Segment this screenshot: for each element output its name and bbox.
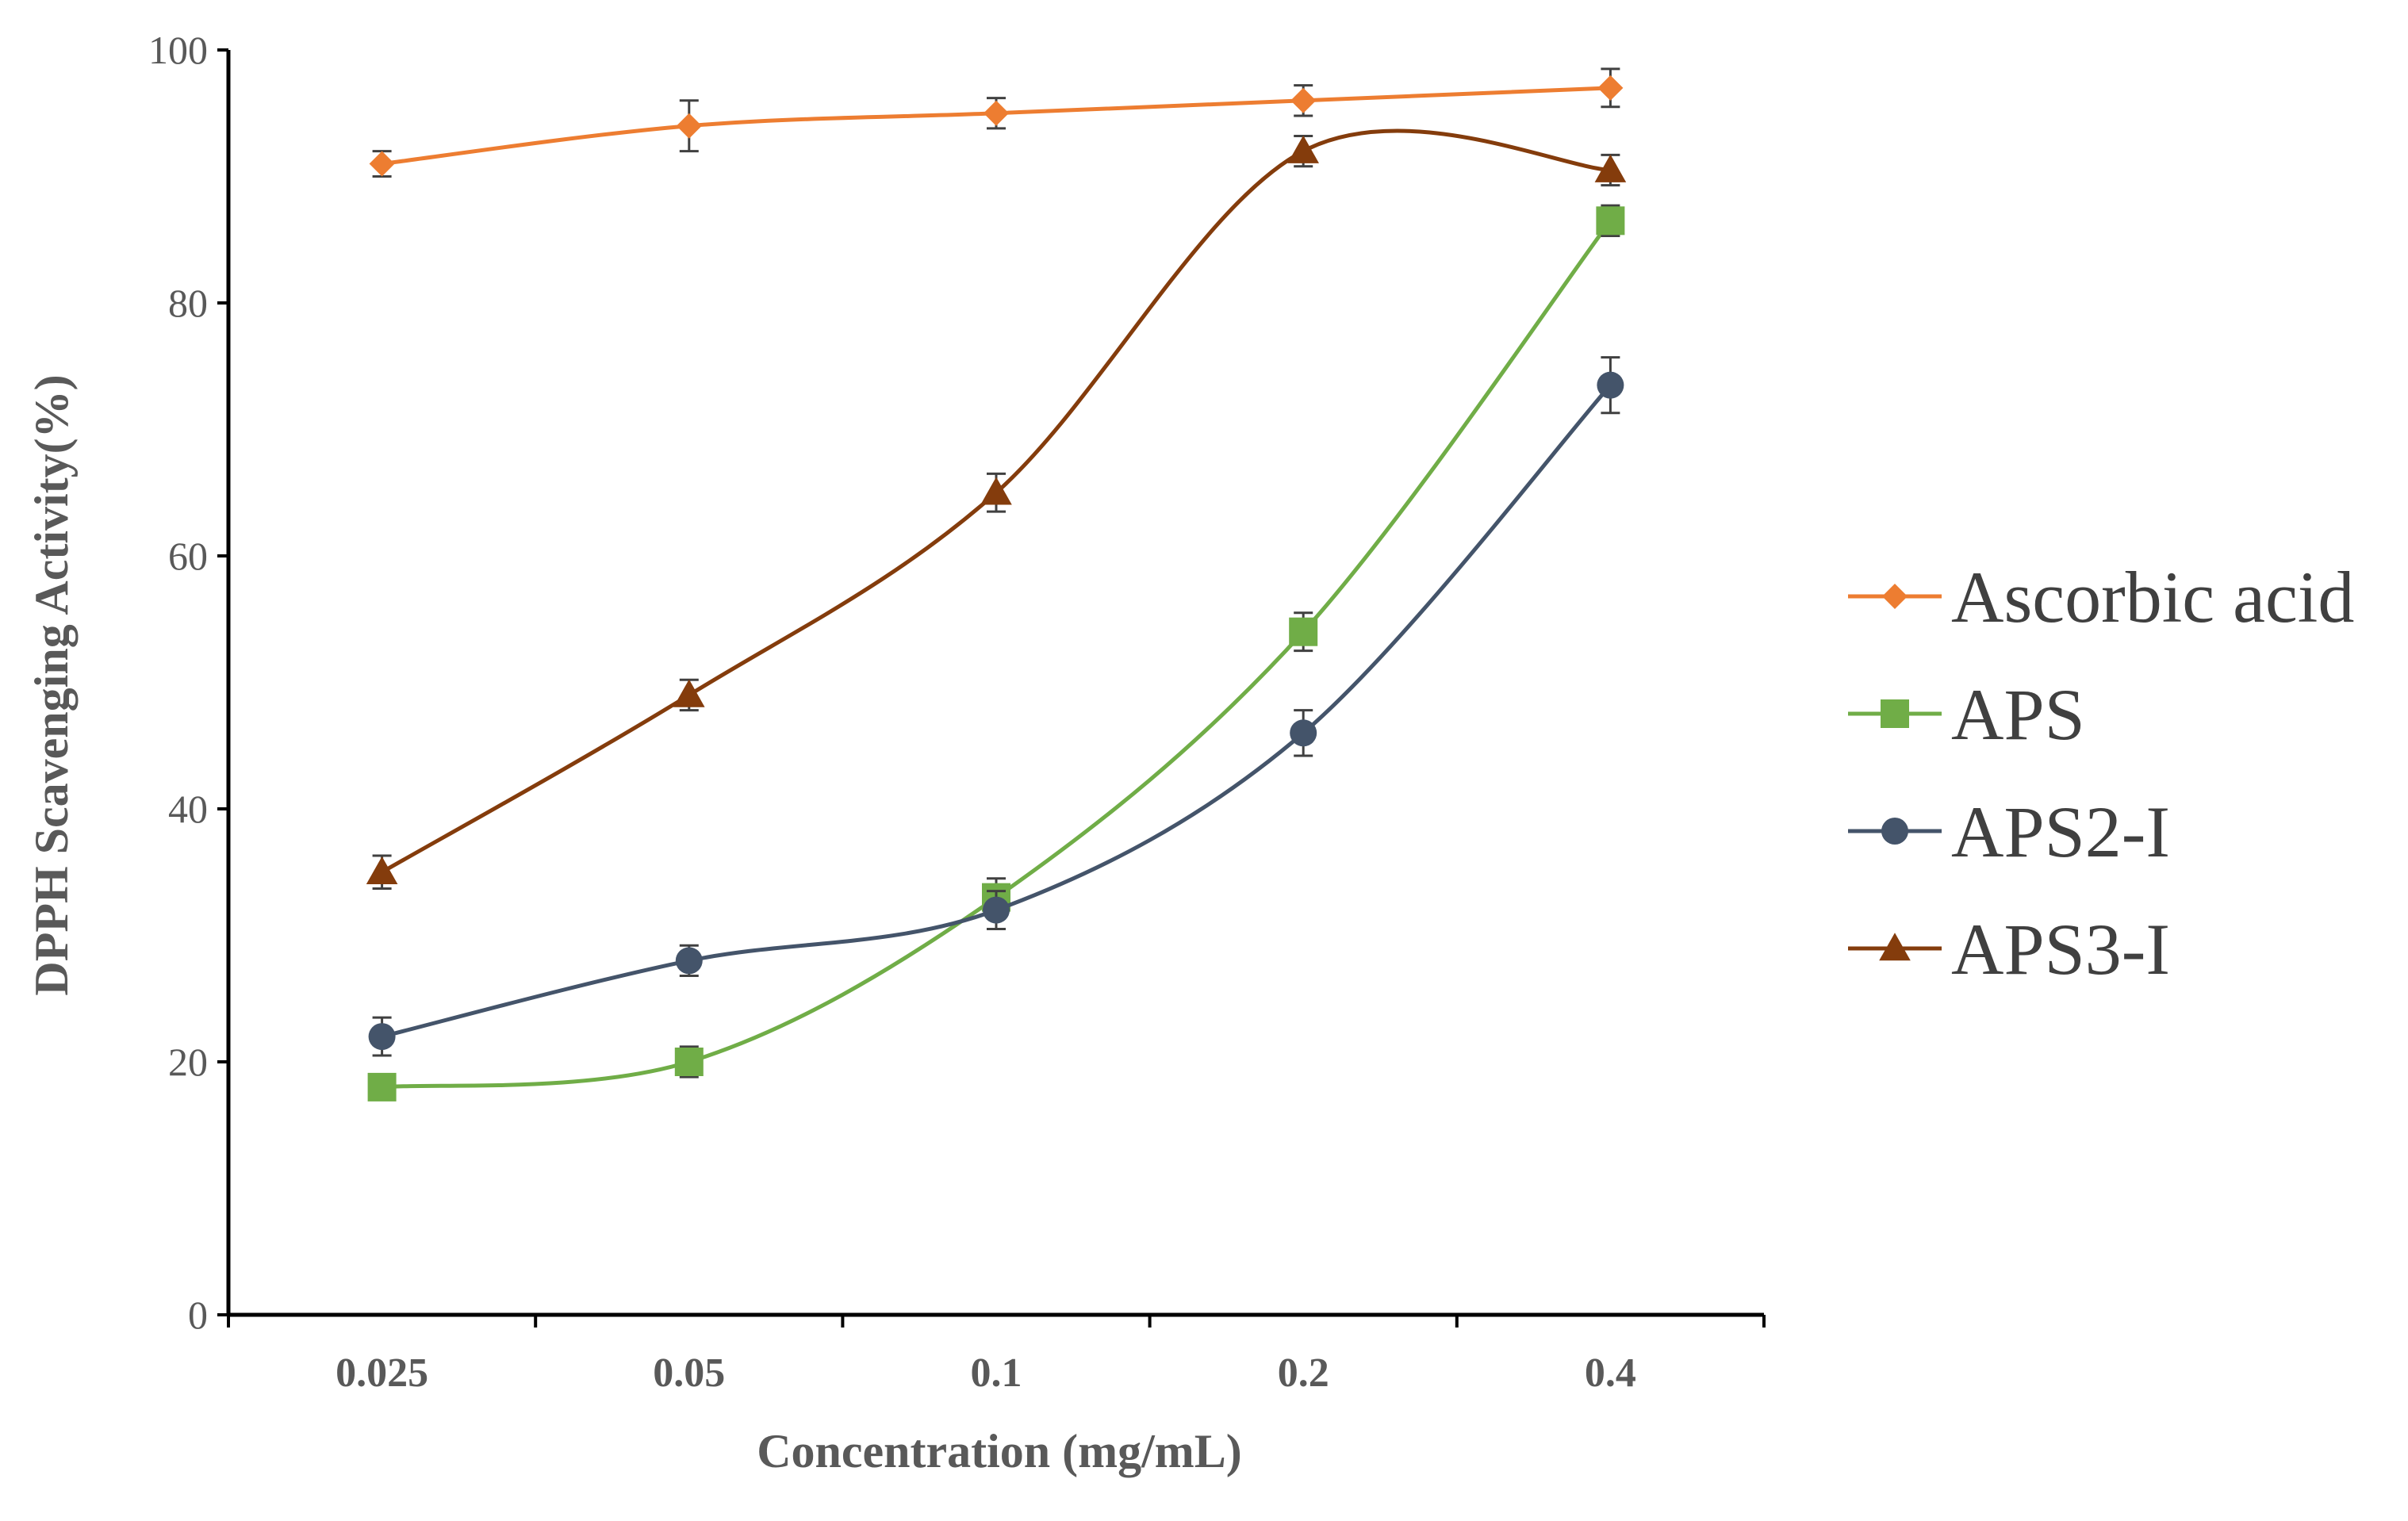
y-tick-label: 60 <box>168 534 208 578</box>
data-point <box>1290 719 1317 747</box>
legend-label: APS2-I <box>1951 791 2170 872</box>
data-point <box>1290 87 1317 113</box>
legend-item: Ascorbic acid <box>1848 557 2354 638</box>
data-point <box>1596 206 1625 236</box>
x-tick-label: 0.1 <box>971 1351 1022 1396</box>
data-point <box>1287 135 1319 163</box>
data-point <box>1594 154 1627 182</box>
series-aps2-i <box>368 356 1624 1057</box>
legend-label: Ascorbic acid <box>1951 557 2354 638</box>
data-point <box>367 1072 397 1101</box>
data-point <box>675 947 703 975</box>
legend-label: APS3-I <box>1951 909 2170 990</box>
data-point <box>673 679 705 707</box>
data-point <box>368 1023 396 1051</box>
series-ascorbic-acid <box>369 67 1624 178</box>
x-tick-label: 0.4 <box>1585 1351 1636 1396</box>
data-point <box>1597 75 1624 101</box>
data-point <box>980 477 1012 505</box>
legend-marker <box>1882 584 1908 609</box>
y-tick-label: 80 <box>168 281 208 325</box>
y-tick-label: 40 <box>168 787 208 831</box>
legend-marker <box>1879 933 1911 961</box>
x-axis-title: Concentration (mg/mL) <box>757 1425 1242 1477</box>
x-tick-label: 0.05 <box>653 1351 725 1396</box>
data-point <box>1289 617 1318 646</box>
data-point <box>676 113 702 139</box>
data-point <box>674 1048 704 1076</box>
legend-label: APS <box>1951 674 2085 755</box>
data-point <box>1597 371 1624 399</box>
legend-item: APS2-I <box>1848 791 2170 872</box>
axes: 0 20 40 60 80 100 0.025 0.05 0.1 0.2 0.4 <box>148 28 1766 1396</box>
series-layer <box>366 67 1627 1101</box>
data-point <box>984 100 1009 126</box>
y-axis-title: DPPH Scavenging Activity(%) <box>25 374 78 995</box>
series-aps3-i <box>366 128 1627 890</box>
x-tick-label: 0.025 <box>336 1351 428 1396</box>
data-point <box>369 151 395 177</box>
legend-item: APS3-I <box>1848 909 2170 990</box>
y-tick-label: 100 <box>148 28 208 72</box>
legend-marker <box>1881 699 1909 728</box>
legend: Ascorbic acid APS APS2-I APS3-I <box>1848 557 2354 990</box>
y-tick-label: 20 <box>168 1040 208 1084</box>
series-line <box>381 384 1612 1039</box>
data-point <box>983 896 1010 924</box>
x-tick-label: 0.2 <box>1278 1351 1329 1396</box>
series-line <box>382 219 1612 1090</box>
y-tick-label: 0 <box>188 1293 208 1337</box>
legend-marker <box>1881 818 1908 845</box>
series-aps <box>367 204 1625 1101</box>
legend-item: APS <box>1848 674 2085 755</box>
data-point <box>366 856 398 885</box>
